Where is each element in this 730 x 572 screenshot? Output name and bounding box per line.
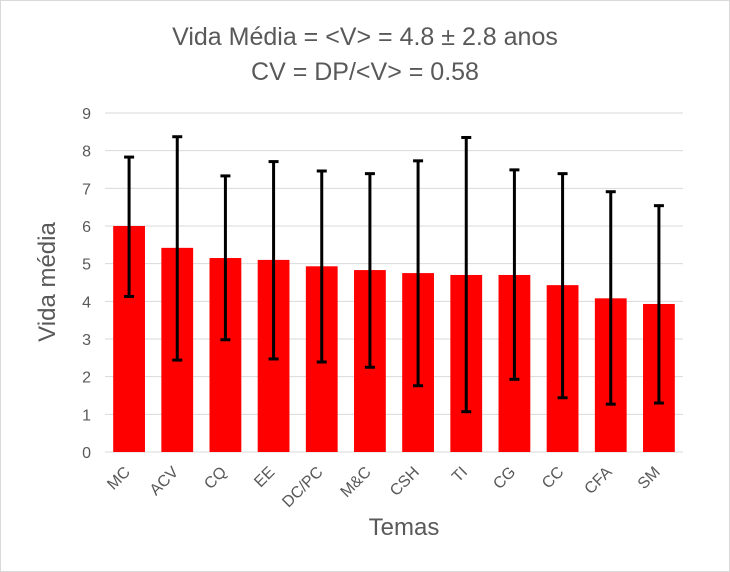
y-tick-label: 4 — [82, 294, 91, 311]
y-tick-label: 6 — [82, 219, 91, 236]
x-tick-labels: MC ACV CQ EE DC/PC M&C CSH TI CG CC CFA SM — [104, 464, 663, 511]
x-tick-label: CC — [539, 464, 567, 492]
y-tick-label: 3 — [82, 332, 91, 349]
y-tick-label: 2 — [82, 370, 91, 387]
chart-title-line2: CV = DP/<V> = 0.58 — [251, 58, 479, 86]
x-tick-label: EE — [251, 464, 278, 491]
y-tick-label: 1 — [82, 407, 91, 424]
x-tick-label: CG — [490, 464, 519, 493]
x-tick-label: DC/PC — [279, 464, 326, 511]
x-tick-label: CFA — [582, 464, 616, 498]
x-tick-label: TI — [449, 464, 471, 486]
y-tick-label: 9 — [82, 106, 91, 123]
y-tick-label: 7 — [82, 181, 91, 198]
x-tick-label: CQ — [201, 464, 230, 493]
x-tick-label: SM — [635, 464, 664, 493]
y-tick-label: 8 — [82, 144, 91, 161]
gridlines — [105, 112, 683, 453]
x-tick-label: MC — [104, 464, 134, 494]
error-bars — [124, 135, 664, 414]
y-tick-labels: 0 1 2 3 4 5 6 7 8 9 — [82, 106, 91, 462]
x-axis-title: Temas — [369, 514, 440, 541]
y-tick-label: 5 — [82, 257, 91, 274]
y-tick-label: 0 — [82, 445, 91, 462]
x-tick-label: CSH — [387, 464, 423, 500]
x-tick-label: ACV — [147, 464, 183, 500]
y-axis-title: Vida média — [34, 222, 61, 342]
chart-title-line1: Vida Média = <V> = 4.8 ± 2.8 anos — [172, 23, 558, 51]
x-tick-label: M&C — [338, 464, 375, 501]
